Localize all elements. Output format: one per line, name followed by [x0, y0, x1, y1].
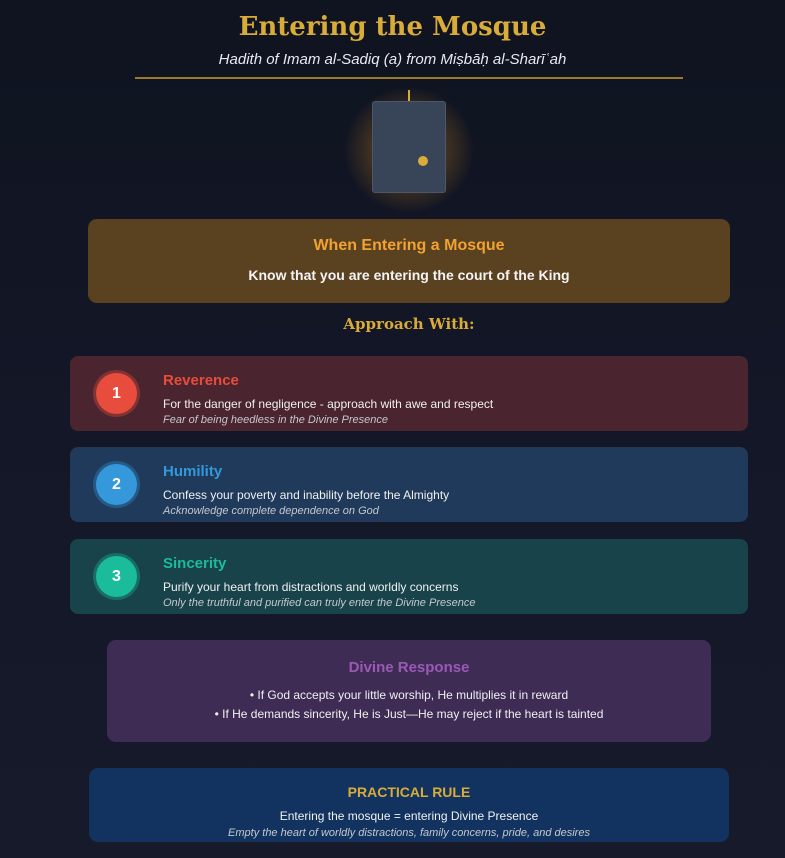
- step-note: Only the truthful and purified can truly…: [163, 597, 476, 609]
- step-name: Humility: [163, 463, 223, 480]
- divine-response-line: • If God accepts your little worship, He…: [249, 688, 569, 702]
- step-name: Reverence: [163, 372, 239, 389]
- practical-rule-text: Entering the mosque = entering Divine Pr…: [279, 809, 539, 823]
- step-number-badge: 3: [96, 556, 137, 597]
- step-number-badge: 1: [96, 373, 137, 414]
- practical-rule-box: PRACTICAL RULE Entering the mosque = ent…: [89, 768, 729, 842]
- page-title: Entering the Mosque: [238, 12, 547, 42]
- page-subtitle: Hadith of Imam al-Sadiq (a) from Miṣbāḥ …: [218, 51, 567, 68]
- divine-response-box: Divine Response • If God accepts your li…: [107, 640, 711, 742]
- step-note: Acknowledge complete dependence on God: [163, 505, 379, 517]
- step-note: Fear of being heedless in the Divine Pre…: [163, 414, 389, 426]
- intro-text: Know that you are entering the court of …: [248, 267, 570, 283]
- step-humility: 2 Humility Confess your poverty and inab…: [70, 447, 748, 522]
- step-name: Sincerity: [163, 555, 227, 572]
- step-description: Confess your poverty and inability befor…: [163, 488, 450, 502]
- step-reverence: 1 Reverence For the danger of negligence…: [70, 356, 748, 431]
- approach-heading: Approach With:: [343, 315, 475, 333]
- intro-box: When Entering a Mosque Know that you are…: [88, 219, 730, 303]
- divine-response-line: • If He demands sincerity, He is Just—He…: [214, 707, 604, 721]
- door-knob: [418, 156, 428, 166]
- divine-response-heading: Divine Response: [348, 659, 470, 676]
- lamp-wire: [408, 90, 410, 101]
- step-number-badge: 2: [96, 464, 137, 505]
- step-description: For the danger of negligence - approach …: [163, 397, 494, 411]
- step-description: Purify your heart from distractions and …: [163, 580, 459, 594]
- practical-rule-heading: PRACTICAL RULE: [347, 784, 471, 800]
- header-divider: [135, 77, 683, 79]
- glowing-door-icon: [345, 88, 473, 212]
- door-shape: [372, 101, 446, 193]
- practical-rule-note: Empty the heart of worldly distractions,…: [228, 827, 590, 839]
- step-sincerity: 3 Sincerity Purify your heart from distr…: [70, 539, 748, 614]
- intro-heading: When Entering a Mosque: [313, 237, 505, 254]
